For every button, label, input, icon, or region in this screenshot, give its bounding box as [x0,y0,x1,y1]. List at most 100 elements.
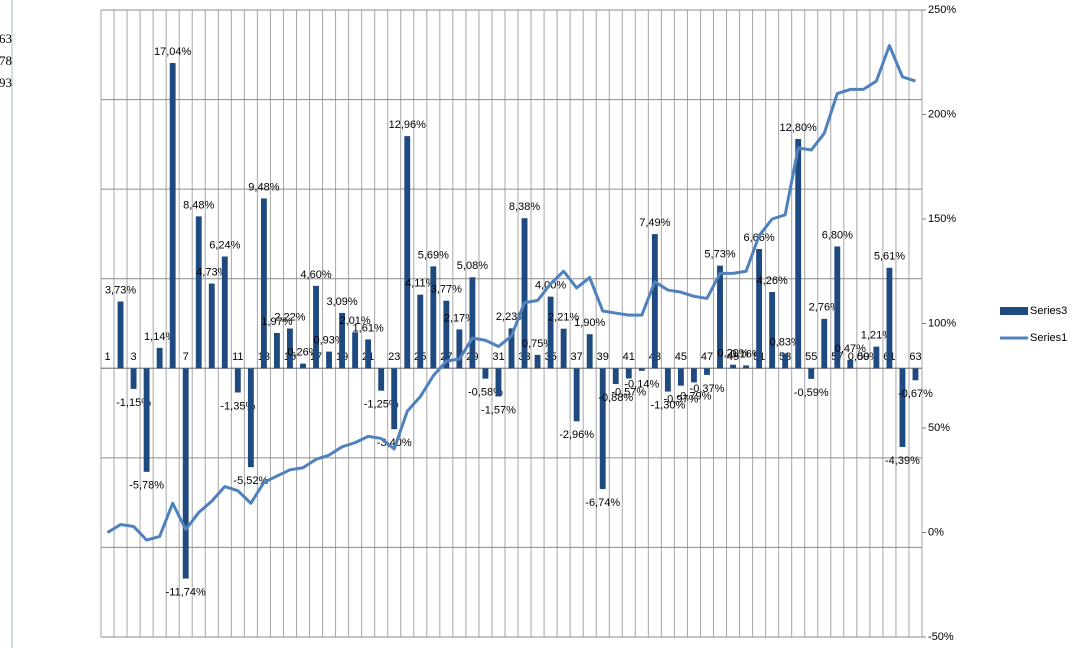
bar [560,328,567,369]
data-label: 3,09% [326,296,357,308]
x-tick-label: 31 [492,351,504,363]
bar [743,365,750,369]
x-tick-label: 1 [104,351,110,363]
bar [287,328,293,369]
data-label: 5,61% [874,251,905,263]
bar [547,296,554,369]
data-label: 4,26% [757,275,788,287]
bar [612,368,619,385]
data-label: 4,11% [405,278,436,290]
bar [847,359,854,369]
data-label: -1,25% [364,399,399,411]
data-label: -1,30% [650,399,685,411]
data-label: 0,93% [313,335,344,347]
bar [234,368,241,393]
bar [899,368,906,447]
bar [691,368,697,383]
bar [260,198,267,369]
data-label: 2,21% [548,312,579,324]
data-label: 17,04% [154,46,192,58]
bar [873,346,880,369]
data-label: 4,60% [300,269,331,281]
data-label: 6,80% [822,229,853,241]
bar [534,354,541,369]
data-label: 1,21% [861,330,892,342]
data-label: 2,01% [340,315,371,327]
bar [795,138,802,369]
y2-tick-label: 150% [928,213,956,225]
data-label: 8,38% [509,201,540,213]
data-label: 12,80% [780,122,818,134]
data-label: -0,79% [677,390,712,402]
bar [482,368,489,379]
x-tick-label: 23 [388,351,400,363]
data-label: 0,20% [717,348,748,360]
y2-tick-label: 50% [928,422,950,434]
bar [469,277,476,369]
cell-text: 78 [0,53,12,68]
y2-tick-label: 100% [928,317,956,329]
legend-label: Series1 [1030,332,1067,344]
data-label: 2,17% [444,312,475,324]
cell-text: 93 [0,75,12,90]
bar [352,332,359,369]
bar [495,368,502,397]
bar [182,368,189,579]
bar [300,363,306,369]
data-label: 5,73% [704,249,735,261]
bar [339,312,346,369]
bar [912,368,919,381]
data-label: -1,15% [116,397,151,409]
x-tick-label: 45 [675,351,687,363]
bar [169,63,176,369]
x-tick-label: 11 [232,351,243,363]
data-label: 8,48% [183,199,214,211]
bar [821,318,828,369]
y2-tick-label: 0% [928,526,944,538]
x-tick-label: 3 [131,351,137,363]
data-label: -0,88% [598,392,633,404]
bar [208,283,215,369]
line [106,44,916,542]
data-label: -0,57% [611,386,646,398]
bar [886,267,893,369]
data-label: 3,77% [431,284,462,296]
bar [326,351,332,369]
data-label: 2,22% [274,311,305,323]
bar [508,328,515,369]
data-label: 7,49% [639,217,670,229]
x-tick-label: 41 [623,351,635,363]
data-label: 5,08% [457,260,488,272]
bar [143,368,150,472]
x-tick-label: 55 [805,351,817,363]
data-label: -6,74% [585,497,620,509]
bar [130,368,137,389]
data-label: -0,58% [468,387,503,399]
data-label: 1,97% [261,316,292,328]
bar [156,347,163,369]
data-label: -5,52% [233,475,268,487]
data-label: -0,14% [624,379,659,391]
y2-tick-label: 200% [928,108,956,120]
bar [365,339,372,369]
legend-label: Series3 [1030,305,1067,317]
legend-swatch [1000,307,1028,315]
bar [717,265,723,369]
data-label: 0,26% [287,347,318,359]
bar [443,300,450,369]
bar [417,294,424,369]
bar [404,136,411,369]
bar [586,334,593,369]
data-label: 1,14% [144,331,175,343]
data-label: -0,97% [663,394,698,406]
bar [521,218,528,369]
bar [769,291,776,369]
bar [313,285,319,369]
data-label: 12,96% [389,119,427,131]
bar [117,301,124,369]
bar [638,368,645,371]
bar [677,368,684,386]
bar [808,368,815,379]
bar [599,368,606,490]
data-label: -0,67% [898,388,933,400]
